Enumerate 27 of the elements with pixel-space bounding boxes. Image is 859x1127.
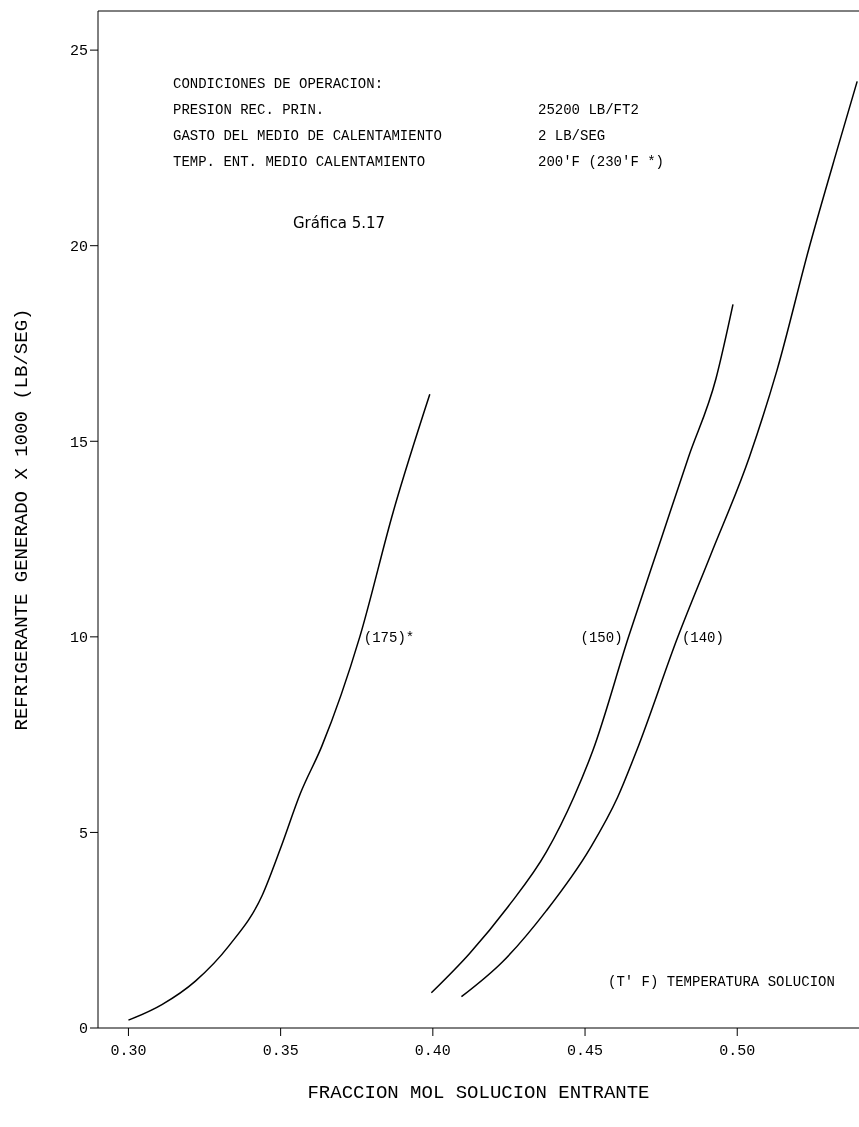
annotation: 200'F (230'F *) [538, 154, 665, 170]
series-label: (150) [580, 629, 623, 646]
y-tick-label: 20 [69, 239, 88, 257]
y-tick-label: 10 [69, 630, 88, 648]
y-tick-label: 0 [78, 1021, 88, 1039]
series-label: (175)* [363, 629, 415, 646]
series-label: (140) [681, 629, 724, 646]
y-tick-label: 5 [78, 825, 88, 843]
x-tick-label: 0.50 [719, 1042, 756, 1060]
annotation: CONDICIONES DE OPERACION: [173, 76, 384, 92]
y-tick-label: 25 [69, 43, 88, 61]
annotation: Gráfica 5.17 [293, 214, 386, 232]
x-tick-label: 0.40 [414, 1042, 451, 1060]
annotation: GASTO DEL MEDIO DE CALENTAMIENTO [173, 128, 442, 144]
y-tick-label: 15 [69, 434, 88, 452]
line-series [127, 393, 431, 1021]
line-series [460, 80, 858, 998]
x-tick-label: 0.35 [262, 1042, 299, 1060]
x-tick-label: 0.30 [110, 1042, 147, 1060]
annotation: (T' F) TEMPERATURA SOLUCION [608, 974, 835, 990]
x-tick-label: 0.45 [567, 1042, 604, 1060]
y-axis-title: REFRIGERANTE GENERADO X 1000 (LB/SEG) [10, 308, 33, 731]
annotation: TEMP. ENT. MEDIO CALENTAMIENTO [173, 154, 426, 170]
annotation: 25200 LB/FT2 [538, 102, 639, 118]
annotation: 2 LB/SEG [538, 128, 606, 144]
x-axis-title: FRACCION MOL SOLUCION ENTRANTE [307, 1082, 650, 1104]
annotation: PRESION REC. PRIN. [173, 102, 325, 118]
